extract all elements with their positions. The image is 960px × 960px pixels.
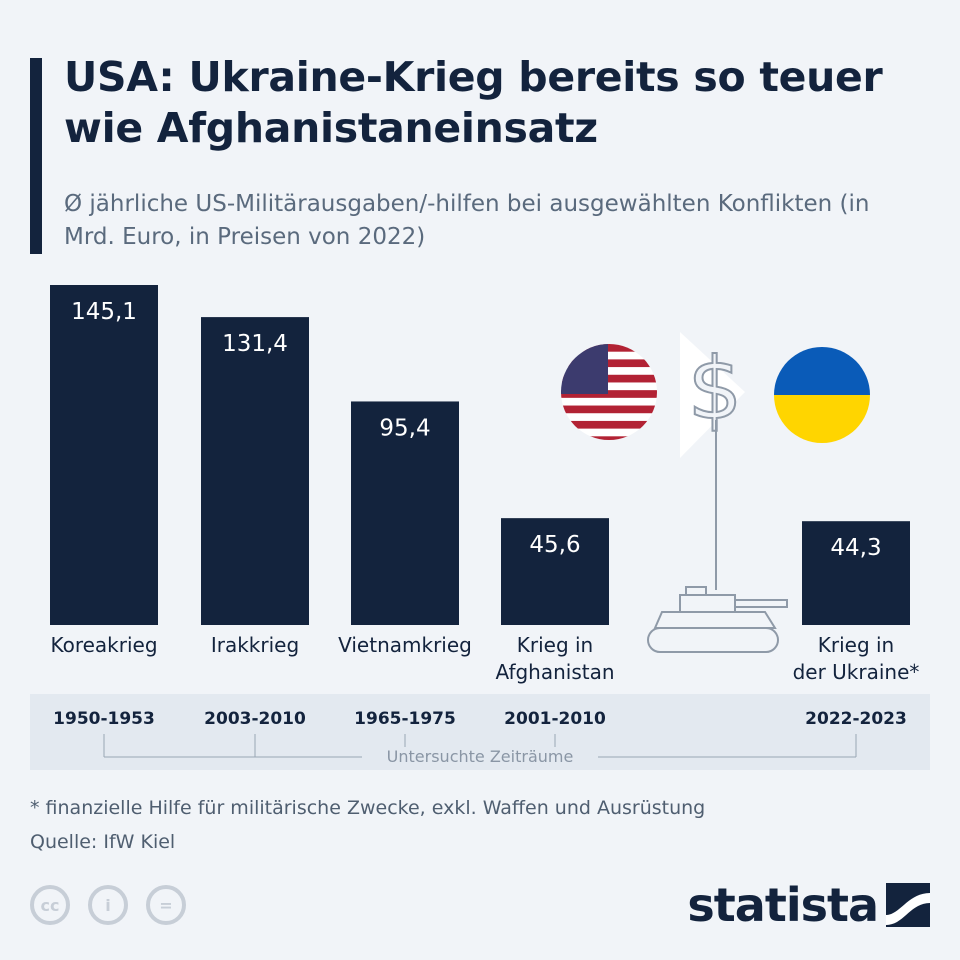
attribution-icon: i xyxy=(88,885,128,925)
bar-value-label: 45,6 xyxy=(529,532,580,558)
bar xyxy=(802,521,910,625)
category-label: Vietnamkrieg xyxy=(338,633,472,657)
period-label: 1965-1975 xyxy=(354,709,456,729)
category-label: Irakkrieg xyxy=(211,633,299,657)
category-label: Afghanistan xyxy=(495,660,614,684)
category-label: Krieg in xyxy=(818,633,894,657)
category-label: Krieg in xyxy=(517,633,593,657)
us-flag-icon xyxy=(561,344,657,440)
title-accent-bar xyxy=(30,58,42,254)
no-derivatives-icon: = xyxy=(146,885,186,925)
bar-value-label: 95,4 xyxy=(379,415,430,441)
period-label: 2001-2010 xyxy=(504,709,606,729)
bar xyxy=(201,317,309,625)
period-label: 2022-2023 xyxy=(805,709,907,729)
svg-text:$: $ xyxy=(688,339,743,439)
bar-value-label: 44,3 xyxy=(830,535,881,561)
bar-value-label: 145,1 xyxy=(71,299,137,325)
statista-logo-icon xyxy=(886,883,930,927)
chart-title: USA: Ukraine-Krieg bereits so teuer wie … xyxy=(64,53,883,152)
period-label: 2003-2010 xyxy=(204,709,306,729)
period-label: 1950-1953 xyxy=(53,709,155,729)
statista-logo[interactable]: statista xyxy=(687,878,930,932)
category-label: Koreakrieg xyxy=(50,633,157,657)
tank-icon xyxy=(647,586,788,653)
ukraine-flag-icon xyxy=(774,347,870,443)
bar xyxy=(501,518,609,625)
brand-name: statista xyxy=(687,878,879,932)
bar xyxy=(50,285,158,625)
footnote: * finanzielle Hilfe für militärische Zwe… xyxy=(30,797,706,819)
dollar-icon: $ xyxy=(680,332,745,590)
chart-subtitle: Ø jährliche US-Militärausgaben/-hilfen b… xyxy=(64,191,870,250)
cc-icon: cc xyxy=(30,885,70,925)
source: Quelle: IfW Kiel xyxy=(30,831,176,853)
period-axis-label: Untersuchte Zeiträume xyxy=(387,747,574,766)
bar-value-label: 131,4 xyxy=(222,331,288,357)
category-label: der Ukraine* xyxy=(793,660,920,684)
bar xyxy=(351,401,459,625)
